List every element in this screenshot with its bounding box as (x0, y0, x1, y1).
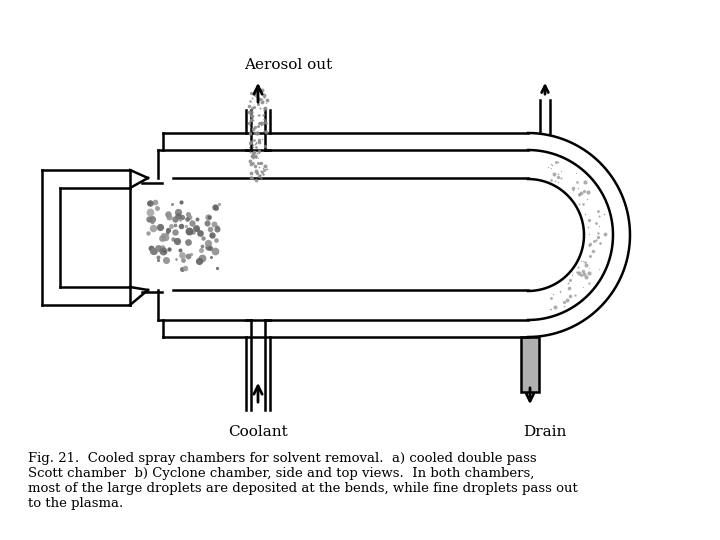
Bar (521, 337, 539, 392)
Text: Coolant: Coolant (228, 425, 288, 439)
Text: Drain: Drain (523, 425, 567, 439)
Text: Aerosol out: Aerosol out (244, 58, 332, 72)
Text: Fig. 21.  Cooled spray chambers for solvent removal.  a) cooled double pass
Scot: Fig. 21. Cooled spray chambers for solve… (28, 452, 577, 510)
